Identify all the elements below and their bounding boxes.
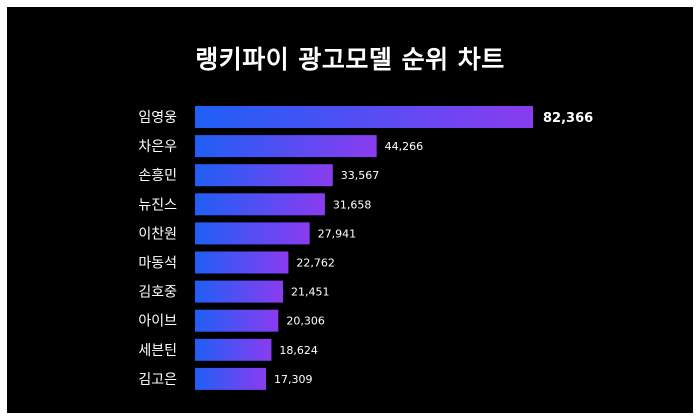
category-label: 손흥민 xyxy=(138,168,177,184)
category-label: 이찬원 xyxy=(138,226,177,242)
category-label: 김고은 xyxy=(138,372,177,388)
category-label: 세븐틴 xyxy=(138,343,177,359)
category-label: 김호중 xyxy=(138,285,177,301)
value-label: 22,762 xyxy=(296,257,335,270)
bar xyxy=(195,309,279,332)
category-label: 아이브 xyxy=(138,314,177,330)
value-label: 17,309 xyxy=(274,373,313,386)
value-label: 31,658 xyxy=(333,198,372,211)
bar xyxy=(195,280,284,303)
value-label: 27,941 xyxy=(318,227,357,240)
value-label: 20,306 xyxy=(286,315,325,328)
chart-title: 랭키파이 광고모델 순위 차트 xyxy=(195,45,505,74)
bar xyxy=(195,251,289,274)
bar xyxy=(195,135,377,158)
category-label: 차은우 xyxy=(138,139,177,155)
bar xyxy=(195,222,310,245)
bar xyxy=(195,367,267,390)
bar xyxy=(195,338,272,361)
value-label: 82,366 xyxy=(543,111,593,126)
category-label: 뉴진스 xyxy=(138,197,177,213)
value-label: 33,567 xyxy=(341,169,380,182)
chart-background xyxy=(7,7,693,413)
category-label: 마동석 xyxy=(138,256,177,272)
category-label: 임영웅 xyxy=(138,110,177,126)
value-label: 21,451 xyxy=(291,286,330,299)
value-label: 18,624 xyxy=(279,344,318,357)
bar xyxy=(195,164,333,187)
bar xyxy=(195,106,533,128)
value-label: 44,266 xyxy=(385,140,424,153)
bar xyxy=(195,193,325,216)
